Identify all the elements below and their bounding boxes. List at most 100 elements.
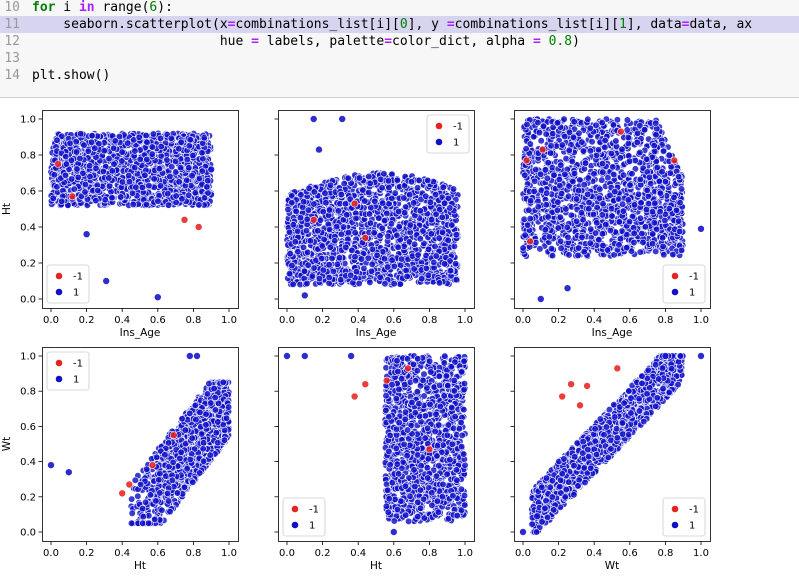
point-inlier (339, 116, 346, 123)
point-inlier (301, 268, 308, 275)
code-line-11[interactable]: 11 seaborn.scatterplot(x=combinations_li… (0, 16, 799, 33)
point-inlier (391, 280, 398, 287)
point-inlier (555, 225, 562, 232)
point-inlier (520, 245, 527, 252)
point-inlier (305, 262, 312, 269)
point-inlier (183, 177, 190, 184)
point-inlier (579, 139, 586, 146)
point-inlier (575, 187, 582, 194)
point-outlier (195, 224, 202, 231)
point-inlier (548, 245, 555, 252)
point-inlier (558, 190, 565, 197)
point-inlier (196, 175, 203, 182)
point-inlier (548, 143, 555, 150)
point-inlier (571, 170, 578, 177)
point-inlier (564, 285, 571, 292)
point-inlier (433, 211, 440, 218)
point-inlier (165, 202, 172, 209)
point-inlier (401, 243, 408, 250)
point-inlier (176, 179, 183, 186)
point-inlier (290, 281, 297, 288)
point-inlier (386, 184, 393, 191)
point-inlier (585, 116, 592, 123)
point-outlier (617, 128, 624, 135)
point-inlier (644, 187, 651, 194)
point-inlier (54, 184, 61, 191)
point-inlier (89, 133, 96, 140)
line-number: 10 (2, 0, 20, 16)
point-inlier (189, 173, 196, 180)
point-inlier (361, 265, 368, 272)
point-inlier (343, 244, 350, 251)
point-inlier (557, 183, 564, 190)
point-inlier (208, 166, 215, 173)
y-tick-label: 0.2 (20, 259, 36, 270)
point-inlier (543, 201, 550, 208)
point-inlier (304, 280, 311, 287)
point-inlier (149, 144, 156, 151)
point-inlier (389, 257, 396, 264)
point-inlier (292, 238, 299, 245)
point-inlier (637, 215, 644, 222)
point-inlier (420, 228, 427, 235)
point-inlier (537, 246, 544, 253)
point-inlier (111, 161, 118, 168)
point-inlier (133, 184, 140, 191)
point-inlier (200, 156, 207, 163)
point-inlier (445, 237, 452, 244)
point-inlier (356, 280, 363, 287)
point-inlier (294, 228, 301, 235)
point-inlier (289, 262, 296, 269)
point-inlier (452, 261, 459, 268)
point-inlier (322, 190, 329, 197)
point-inlier (397, 262, 404, 269)
point-inlier (544, 175, 551, 182)
point-inlier (358, 256, 365, 263)
point-inlier (316, 146, 323, 153)
point-inlier (318, 255, 325, 262)
point-inlier (337, 277, 344, 284)
point-inlier (320, 208, 327, 215)
point-inlier (566, 147, 573, 154)
point-inlier (51, 172, 58, 179)
legend-label: 1 (73, 288, 79, 299)
point-inlier (649, 231, 656, 238)
point-inlier (103, 278, 110, 285)
point-inlier (415, 252, 422, 259)
point-inlier (157, 135, 164, 142)
point-outlier (539, 146, 546, 153)
code-line-12[interactable]: 12 hue = labels, palette=color_dict, alp… (0, 33, 799, 50)
x-tick-label: 0.4 (114, 315, 130, 326)
point-inlier (609, 213, 616, 220)
point-inlier (616, 242, 623, 249)
point-inlier (543, 131, 550, 138)
point-inlier (119, 179, 126, 186)
legend-marker-outlier (55, 272, 62, 279)
point-inlier (615, 196, 622, 203)
code-line-13[interactable]: 13 (0, 50, 799, 67)
point-inlier (158, 143, 165, 150)
point-inlier (661, 251, 668, 258)
point-inlier (600, 242, 607, 249)
line-number: 11 (2, 16, 20, 33)
point-inlier (92, 145, 99, 152)
point-inlier (563, 206, 570, 213)
point-inlier (427, 199, 434, 206)
point-inlier (562, 171, 569, 178)
point-inlier (199, 150, 206, 157)
point-inlier (73, 138, 80, 145)
point-inlier (408, 179, 415, 186)
point-inlier (656, 178, 663, 185)
point-inlier (411, 241, 418, 248)
point-inlier (579, 234, 586, 241)
point-inlier (388, 221, 395, 228)
point-inlier (385, 233, 392, 240)
point-inlier (394, 177, 401, 184)
point-inlier (653, 131, 660, 138)
point-inlier (453, 232, 460, 239)
